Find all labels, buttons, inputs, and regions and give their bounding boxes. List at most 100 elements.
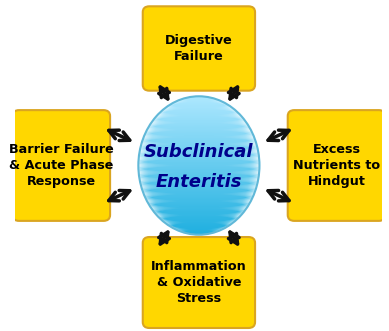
Ellipse shape [156, 213, 242, 215]
FancyArrowPatch shape [228, 87, 239, 99]
Ellipse shape [180, 99, 218, 101]
Text: Excess
Nutrients to
Hindgut: Excess Nutrients to Hindgut [293, 143, 380, 188]
Ellipse shape [143, 192, 254, 194]
Ellipse shape [138, 162, 259, 164]
Ellipse shape [154, 212, 243, 213]
Text: Enteritis: Enteritis [156, 173, 242, 191]
Ellipse shape [168, 105, 229, 107]
Ellipse shape [139, 173, 259, 175]
Text: Digestive
Failure: Digestive Failure [165, 34, 233, 63]
Ellipse shape [148, 127, 250, 129]
Ellipse shape [154, 118, 244, 120]
Ellipse shape [165, 107, 233, 109]
Ellipse shape [146, 198, 252, 200]
Text: Barrier Failure
& Acute Phase
Response: Barrier Failure & Acute Phase Response [9, 143, 114, 188]
Ellipse shape [141, 184, 257, 186]
Ellipse shape [142, 139, 255, 142]
Ellipse shape [151, 207, 247, 209]
Ellipse shape [141, 186, 256, 188]
Ellipse shape [180, 230, 218, 232]
Ellipse shape [153, 120, 245, 122]
FancyBboxPatch shape [143, 237, 255, 328]
Ellipse shape [159, 113, 239, 115]
Ellipse shape [143, 191, 255, 193]
Ellipse shape [141, 145, 257, 147]
Ellipse shape [146, 131, 252, 133]
Ellipse shape [161, 110, 237, 113]
Ellipse shape [170, 225, 228, 228]
Ellipse shape [175, 228, 223, 230]
Ellipse shape [163, 220, 235, 222]
Ellipse shape [142, 187, 256, 189]
FancyBboxPatch shape [288, 110, 385, 221]
Ellipse shape [147, 129, 251, 131]
Ellipse shape [163, 109, 235, 111]
Ellipse shape [141, 143, 256, 145]
Ellipse shape [150, 206, 247, 208]
Ellipse shape [142, 142, 256, 144]
Ellipse shape [139, 177, 259, 179]
Ellipse shape [142, 188, 256, 190]
FancyArrowPatch shape [268, 190, 289, 201]
FancyArrowPatch shape [159, 87, 169, 99]
Ellipse shape [172, 227, 225, 229]
Ellipse shape [140, 148, 258, 150]
Ellipse shape [140, 182, 258, 185]
Ellipse shape [149, 205, 248, 207]
Ellipse shape [145, 195, 253, 197]
Ellipse shape [141, 185, 257, 187]
Ellipse shape [144, 136, 254, 138]
Ellipse shape [160, 112, 238, 114]
Ellipse shape [140, 150, 258, 152]
Ellipse shape [142, 141, 256, 143]
FancyArrowPatch shape [109, 130, 130, 141]
Ellipse shape [188, 232, 210, 235]
Ellipse shape [158, 114, 240, 116]
Ellipse shape [140, 179, 258, 181]
Ellipse shape [138, 171, 259, 173]
Ellipse shape [139, 174, 259, 176]
Ellipse shape [183, 231, 214, 233]
Ellipse shape [149, 204, 249, 206]
Ellipse shape [172, 102, 225, 104]
Ellipse shape [154, 118, 243, 119]
Ellipse shape [154, 211, 244, 213]
Ellipse shape [142, 189, 255, 192]
Ellipse shape [161, 218, 237, 221]
Ellipse shape [138, 167, 259, 169]
Ellipse shape [147, 201, 250, 203]
FancyArrowPatch shape [159, 232, 169, 244]
FancyBboxPatch shape [143, 6, 255, 91]
Ellipse shape [159, 216, 239, 218]
FancyArrowPatch shape [228, 232, 239, 244]
Ellipse shape [138, 168, 259, 170]
Ellipse shape [141, 144, 257, 146]
Ellipse shape [167, 223, 231, 225]
Ellipse shape [170, 103, 228, 106]
Ellipse shape [143, 138, 255, 140]
Ellipse shape [138, 161, 259, 163]
Ellipse shape [156, 116, 242, 118]
Ellipse shape [138, 163, 259, 165]
Text: Subclinical: Subclinical [144, 143, 254, 161]
Ellipse shape [139, 155, 259, 157]
Ellipse shape [139, 172, 259, 174]
Ellipse shape [152, 208, 246, 210]
Ellipse shape [153, 209, 245, 211]
Text: Inflammation
& Oxidative
Stress: Inflammation & Oxidative Stress [151, 260, 247, 305]
Ellipse shape [164, 221, 234, 223]
Ellipse shape [177, 100, 221, 102]
Ellipse shape [138, 158, 259, 160]
Ellipse shape [144, 193, 254, 195]
Ellipse shape [138, 164, 259, 166]
FancyArrowPatch shape [109, 190, 130, 201]
Ellipse shape [140, 149, 258, 151]
Ellipse shape [140, 146, 258, 149]
Ellipse shape [140, 151, 258, 153]
Ellipse shape [146, 130, 252, 132]
Ellipse shape [139, 153, 259, 156]
Ellipse shape [151, 122, 247, 124]
Ellipse shape [143, 137, 254, 139]
Ellipse shape [144, 194, 254, 196]
Ellipse shape [144, 135, 254, 137]
